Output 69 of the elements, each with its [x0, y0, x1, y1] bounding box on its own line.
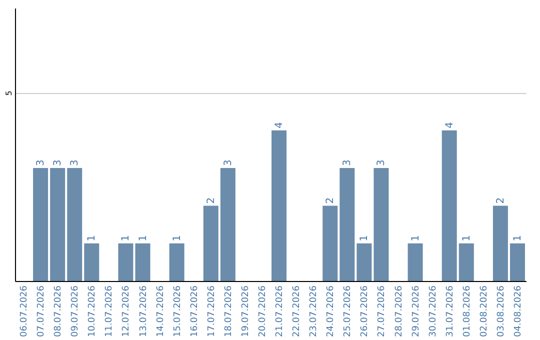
x-tick-label: 06.07.2026: [20, 285, 30, 338]
x-tick-label: 29.07.2026: [411, 285, 422, 338]
data-label: 3: [342, 160, 354, 166]
x-tick-label: 16.07.2026: [190, 285, 200, 338]
x-tick-label: 04.08.2026: [513, 285, 524, 338]
data-label: 4: [444, 122, 456, 128]
data-label: 1: [461, 234, 472, 242]
x-tick-label: 12.07.2026: [122, 285, 132, 338]
x-tick-label: 19.07.2026: [240, 285, 251, 338]
bar: [492, 206, 508, 281]
x-tick-label: 07.07.2026: [36, 285, 47, 338]
data-label: 1: [512, 234, 524, 242]
x-tick-label: 13.07.2026: [138, 285, 149, 338]
data-label: 1: [138, 234, 149, 242]
bar: [84, 243, 100, 281]
x-tick-label: 14.07.2026: [156, 285, 166, 338]
x-tick-label: 24.07.2026: [326, 285, 336, 338]
bar: [510, 243, 525, 281]
bar: [33, 168, 48, 281]
data-label: 3: [52, 160, 64, 166]
data-label: 3: [36, 160, 47, 166]
x-tick-label: 22.07.2026: [292, 285, 302, 338]
x-tick-label: 15.07.2026: [172, 285, 183, 338]
data-label: 3: [222, 160, 234, 166]
data-label: 1: [359, 234, 370, 242]
x-tick-label: 25.07.2026: [343, 285, 354, 338]
x-tick-label: 08.07.2026: [54, 285, 64, 338]
data-label: 1: [120, 234, 132, 242]
data-label: 4: [274, 122, 286, 128]
bar: [458, 243, 474, 281]
data-label: 1: [172, 234, 183, 242]
x-tick-label: 17.07.2026: [206, 285, 217, 338]
data-label: 1: [86, 234, 98, 242]
bar: [442, 130, 457, 281]
data-label: 2: [325, 197, 336, 204]
bar: [67, 168, 82, 281]
x-tick-label: 11.07.2026: [104, 285, 115, 338]
bar: [135, 243, 150, 281]
x-tick-label: 01.08.2026: [462, 285, 472, 338]
bar: [408, 243, 423, 281]
x-tick-label: 26.07.2026: [360, 285, 370, 338]
data-label: 3: [70, 160, 81, 166]
data-label: 3: [376, 160, 388, 166]
bar: [340, 168, 355, 281]
x-tick-label: 30.07.2026: [428, 285, 438, 338]
bar: [169, 243, 184, 281]
bar: [322, 206, 338, 281]
bar: [374, 168, 389, 281]
y-tick-label: 5: [4, 90, 14, 96]
x-tick-label: 09.07.2026: [70, 285, 81, 338]
bar: [50, 168, 66, 281]
bar: [203, 206, 218, 281]
x-tick-label: 23.07.2026: [309, 285, 320, 338]
x-tick-label: 21.07.2026: [275, 285, 286, 338]
bar: [118, 243, 134, 281]
x-tick-label: 27.07.2026: [377, 285, 388, 338]
x-tick-label: 10.07.2026: [88, 285, 98, 338]
bar: [272, 130, 287, 281]
data-label: 2: [206, 197, 217, 204]
data-label: 2: [495, 197, 506, 204]
x-tick-label: 02.08.2026: [479, 285, 490, 338]
bar: [356, 243, 372, 281]
x-tick-label: 20.07.2026: [258, 285, 268, 338]
x-tick-label: 31.07.2026: [445, 285, 456, 338]
x-tick-label: 03.08.2026: [496, 285, 506, 338]
x-tick-label: 18.07.2026: [224, 285, 234, 338]
data-label: 1: [410, 234, 422, 242]
x-tick-label: 28.07.2026: [394, 285, 404, 338]
bar: [220, 168, 236, 281]
